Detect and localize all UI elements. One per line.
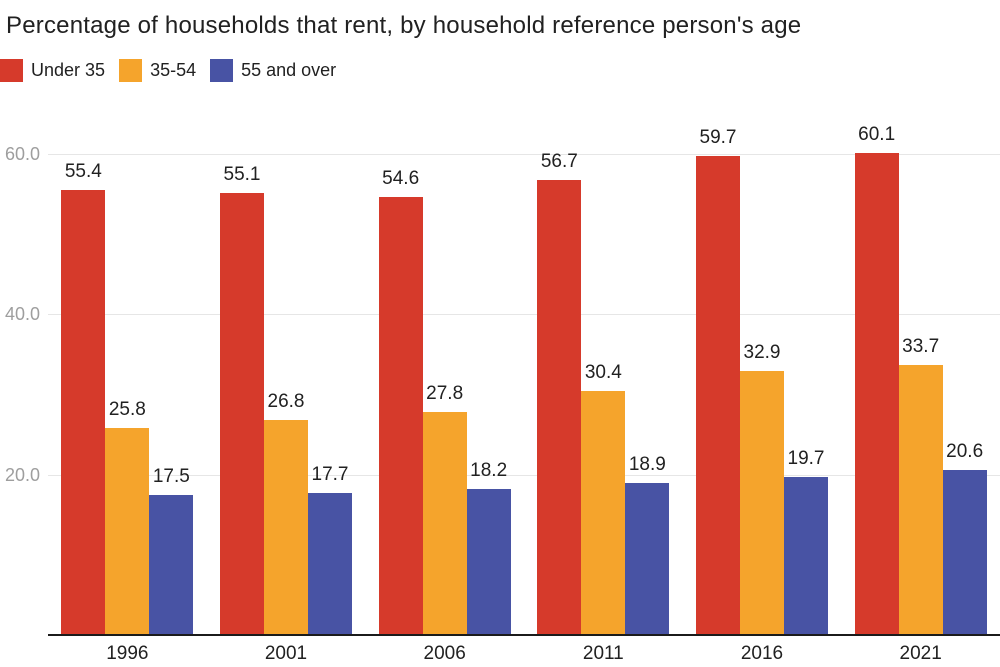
gridline-60.0 bbox=[48, 153, 1000, 155]
legend-swatch-under-35 bbox=[0, 59, 23, 82]
value-label-under-35-2006: 54.6 bbox=[382, 167, 420, 189]
value-label-35-54-1996: 25.8 bbox=[108, 398, 146, 420]
value-label-55-and-over-2006: 18.2 bbox=[470, 459, 508, 481]
legend-label-55-and-over: 55 and over bbox=[241, 60, 337, 80]
value-label-35-54-2001: 26.8 bbox=[267, 390, 305, 412]
bar-35-54-2006 bbox=[422, 411, 467, 635]
x-axis-line bbox=[48, 634, 1000, 636]
gridline-40.0 bbox=[48, 314, 1000, 315]
x-axis-label-2006: 2006 bbox=[423, 643, 466, 664]
bar-35-54-2016 bbox=[740, 370, 784, 635]
value-label-under-35-2011: 56.7 bbox=[540, 150, 578, 172]
bar-35-54-2011 bbox=[581, 391, 626, 635]
value-label-under-35-1996: 55.4 bbox=[64, 161, 102, 183]
x-axis-label-2021: 2021 bbox=[899, 643, 942, 664]
value-label-under-35-2021: 60.1 bbox=[858, 123, 896, 145]
value-label-35-54-2006: 27.8 bbox=[426, 382, 464, 404]
legend-item-55-and-over: 55 and over bbox=[210, 59, 336, 82]
bar-under-35-2011 bbox=[537, 179, 582, 635]
value-label-55-and-over-2021: 20.6 bbox=[946, 440, 984, 462]
value-label-35-54-2016: 32.9 bbox=[743, 341, 781, 363]
bar-55-and-over-1996 bbox=[149, 494, 194, 635]
bar-under-35-2006 bbox=[378, 196, 423, 635]
legend-item-under-35: Under 35 bbox=[0, 59, 105, 82]
bar-35-54-2021 bbox=[898, 364, 943, 635]
value-label-55-and-over-2016: 19.7 bbox=[787, 447, 825, 469]
value-label-55-and-over-1996: 17.5 bbox=[152, 465, 190, 487]
legend: Under 35 35-54 55 and over bbox=[0, 59, 336, 82]
x-axis-label-2011: 2011 bbox=[582, 643, 624, 664]
bar-35-54-1996 bbox=[105, 427, 150, 635]
legend-swatch-35-54 bbox=[119, 59, 143, 82]
bar-55-and-over-2006 bbox=[466, 488, 511, 635]
bar-55-and-over-2016 bbox=[784, 476, 828, 635]
bar-55-and-over-2011 bbox=[625, 483, 670, 635]
bar-under-35-2016 bbox=[696, 155, 740, 635]
bar-under-35-2021 bbox=[854, 152, 899, 635]
legend-swatch-55-and-over bbox=[210, 59, 234, 82]
legend-label-35-54: 35-54 bbox=[150, 60, 197, 80]
bar-35-54-2001 bbox=[264, 419, 308, 635]
bar-under-35-2001 bbox=[220, 192, 264, 635]
x-axis-label-2016: 2016 bbox=[740, 643, 784, 664]
legend-label-under-35: Under 35 bbox=[31, 60, 106, 80]
gridline-20.0 bbox=[48, 474, 1000, 476]
y-tick-label-60.0: 60.0 bbox=[4, 143, 40, 164]
value-label-35-54-2021: 33.7 bbox=[902, 335, 940, 357]
chart-title: Percentage of households that rent, by h… bbox=[6, 12, 802, 39]
y-tick-label-20.0: 20.0 bbox=[4, 464, 40, 485]
value-label-35-54-2011: 30.4 bbox=[584, 362, 622, 384]
y-tick-label-40.0: 40.0 bbox=[4, 304, 40, 324]
bar-55-and-over-2021 bbox=[942, 469, 987, 635]
value-label-55-and-over-2001: 17.7 bbox=[311, 463, 349, 485]
x-axis-label-2001: 2001 bbox=[264, 643, 308, 664]
bar-55-and-over-2001 bbox=[308, 492, 352, 635]
value-label-under-35-2001: 55.1 bbox=[223, 163, 261, 185]
x-axis-label-1996: 1996 bbox=[106, 643, 149, 664]
value-label-55-and-over-2011: 18.9 bbox=[628, 454, 666, 476]
legend-item-35-54: 35-54 bbox=[119, 59, 196, 82]
bar-under-35-1996 bbox=[61, 190, 106, 635]
value-label-under-35-2016: 59.7 bbox=[699, 126, 737, 148]
